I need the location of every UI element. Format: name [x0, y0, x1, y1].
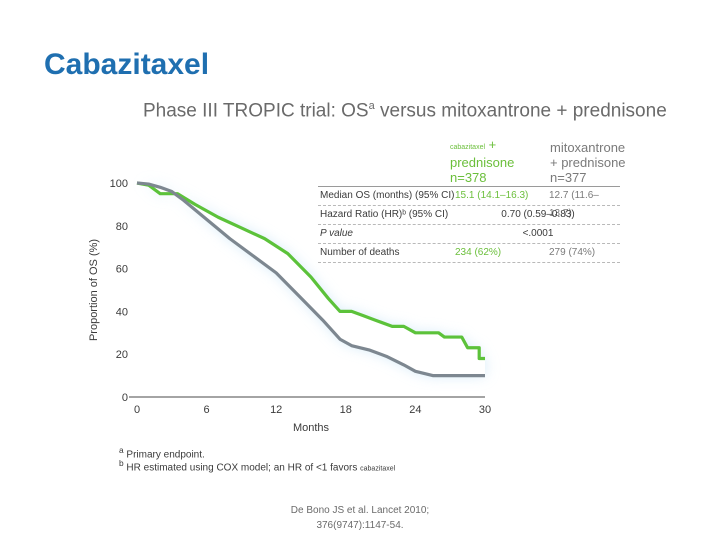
slide-title: Cabazitaxel [44, 48, 210, 81]
mitoxantrone-value: 279 (74%) [549, 247, 596, 258]
legend-plus: + [488, 137, 497, 152]
shared-value: <.0001 [522, 228, 554, 239]
table-row: Hazard Ratio (HR)ᵇ (95% CI) 0.70 (0.59–0… [318, 206, 620, 225]
row-label: Number of deaths [320, 247, 400, 258]
x-tick-label: 0 [134, 404, 140, 416]
footnote-a-text: Primary endpoint. [123, 449, 205, 461]
legend-mitoxantrone: mitoxantrone + prednisone n=377 [550, 140, 626, 185]
y-tick-label: 0 [122, 392, 128, 404]
y-tick-label: 80 [116, 221, 128, 233]
legend-mito-line1: mitoxantrone [550, 140, 626, 155]
row-label: Hazard Ratio (HR)ᵇ (95% CI) [320, 209, 449, 220]
footnote-a-sup: a [119, 445, 124, 455]
footnote-b: b HR estimated using COX model; an HR of… [119, 458, 395, 473]
shared-value: 0.70 (0.59–0.83) [501, 209, 575, 220]
chart-title-sup: a [368, 100, 375, 112]
chart-title: Phase III TROPIC trial: OSa versus mitox… [143, 100, 667, 122]
y-axis-label: Proportion of OS (%) [88, 239, 100, 341]
results-table: Median OS (months) (95% CI) 15.1 (14.1–1… [318, 186, 620, 263]
legend-mito-n: n=377 [550, 170, 587, 185]
footnote-b-small: cabazitaxel [360, 465, 396, 473]
y-tick-label: 60 [116, 264, 128, 276]
y-tick-label: 100 [110, 178, 128, 190]
legend-cabazitaxel-n: n=378 [450, 170, 487, 185]
row-label: P value [320, 228, 353, 239]
mitoxantrone-value: 12.7 (11.6–13.7) [549, 190, 599, 219]
y-tick-label: 40 [116, 306, 128, 318]
cabazitaxel-value: 15.1 (14.1–16.3) [455, 190, 529, 201]
footnote-b-text: HR estimated using COX model; an HR of <… [123, 462, 361, 474]
citation: De Bono JS et al. Lancet 2010; 376(9747)… [250, 503, 470, 533]
x-axis-label: Months [293, 422, 330, 434]
x-tick-label: 30 [479, 404, 491, 416]
table-row: P value <.0001 [318, 225, 620, 244]
table-row: Median OS (months) (95% CI) 15.1 (14.1–1… [318, 186, 620, 219]
citation-line1: De Bono JS et al. Lancet 2010; [290, 505, 430, 516]
citation-line2: 376(9747):1147-54. [316, 520, 404, 531]
legend-cabazitaxel-line2: prednisone [450, 155, 515, 170]
footnote-a: a Primary endpoint. [119, 445, 205, 460]
legend-cabazitaxel-line1: cabazitaxel + [450, 137, 514, 155]
x-tick-label: 18 [340, 404, 352, 416]
legend-cabazitaxel-small: cabazitaxel [450, 144, 486, 151]
x-tick-label: 6 [204, 404, 210, 416]
legend-mito-line2: + prednisone [550, 155, 626, 170]
row-label: Median OS (months) (95% CI) [320, 190, 455, 201]
y-tick-label: 20 [116, 349, 128, 361]
x-tick-label: 24 [409, 404, 421, 416]
cabazitaxel-value: 234 (62%) [455, 247, 502, 258]
x-tick-label: 12 [270, 404, 282, 416]
chart-title-main: Phase III TROPIC trial: OS [143, 100, 369, 122]
table-row: Number of deaths 234 (62%) 279 (74%) [318, 244, 620, 263]
footnote-b-sup: b [119, 458, 124, 468]
legend-cabazitaxel: cabazitaxel + prednisone n=378 [450, 137, 514, 185]
chart-title-rest: versus mitoxantrone + prednisone [374, 100, 667, 122]
